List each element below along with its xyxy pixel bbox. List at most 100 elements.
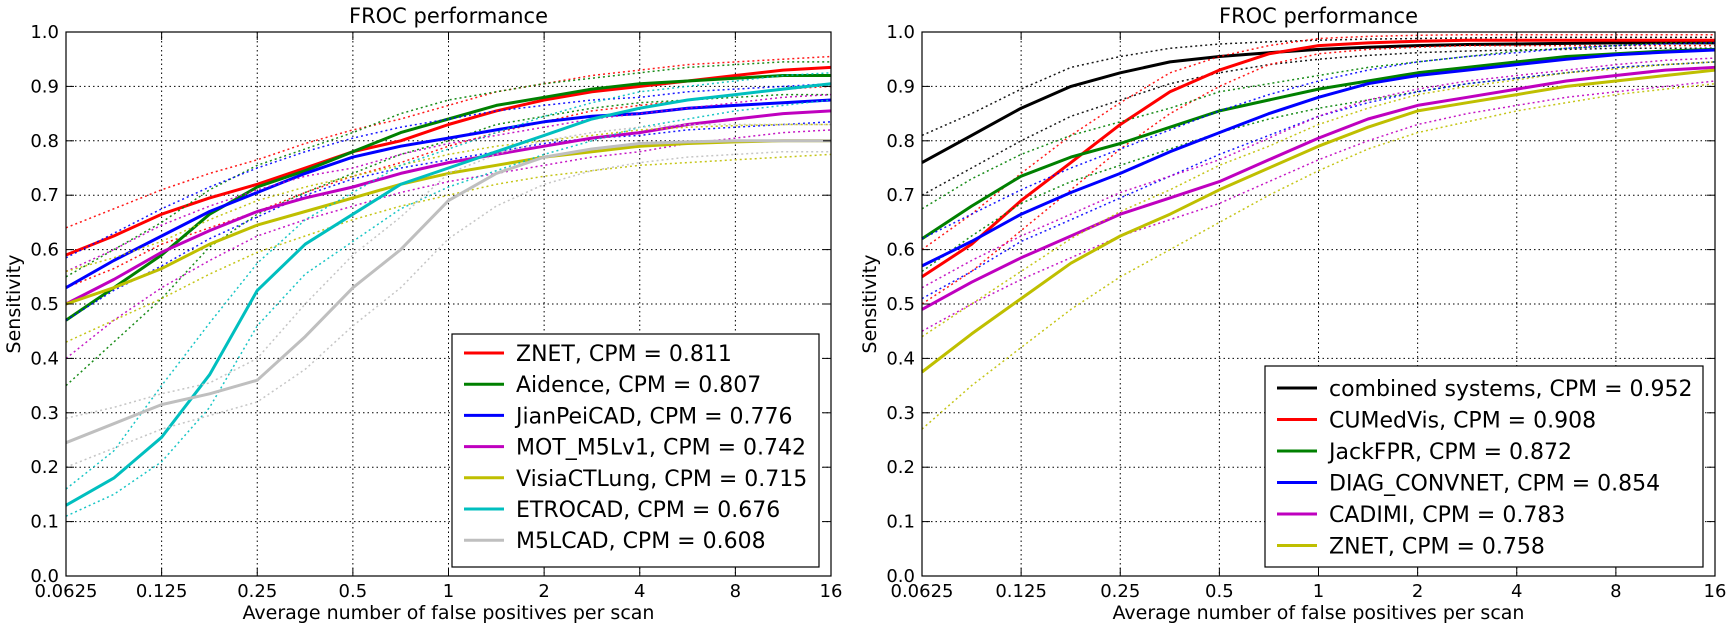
- series-line: [921, 47, 1716, 240]
- y-tick-label: 0.6: [30, 240, 59, 261]
- series-line: [65, 98, 832, 290]
- series-1: [921, 36, 1715, 196]
- series-upper-band-line: [921, 42, 1715, 210]
- legend-entry-label: JackFPR, CPM = 0.872: [1327, 440, 1572, 465]
- series-2: [65, 61, 831, 387]
- x-tick-label: 1: [443, 581, 454, 602]
- y-tick-label: 0.3: [886, 403, 915, 424]
- legend: combined systems, CPM = 0.952 CUMedVis, C…: [1264, 365, 1704, 568]
- series-line: [921, 65, 1716, 311]
- x-tick-label: 2: [1412, 581, 1423, 602]
- series-3: [65, 82, 832, 321]
- legend-entry-label: ETROCAD, CPM = 0.676: [516, 498, 780, 523]
- legend-entry-label: VisiaCTLung, CPM = 0.715: [516, 467, 807, 492]
- x-tick-label: 0.5: [339, 581, 368, 602]
- series-5: [921, 57, 1716, 332]
- y-tick-label: 0.4: [30, 348, 59, 369]
- legend-entry-label: combined systems, CPM = 0.952: [1329, 377, 1693, 402]
- series-lower-band-line: [65, 153, 832, 343]
- x-tick-label: 2: [538, 581, 549, 602]
- series-lower-band-line: [65, 93, 831, 387]
- y-tick-label: 0.6: [886, 240, 915, 261]
- legend-box: [451, 333, 820, 568]
- series-upper-band-line: [921, 61, 1716, 338]
- series-line: [921, 48, 1716, 268]
- x-tick-label: 4: [1511, 581, 1522, 602]
- right-froc-panel: 0.0625 0.125 0.25 0.5 1 2 4 8 16 0.0 0.1 0.2 0.3 0.4 0…: [859, 4, 1726, 624]
- series-upper-band-line: [65, 123, 831, 419]
- series-line: [65, 74, 831, 322]
- series-7: [65, 123, 831, 468]
- left-froc-panel: 0.0625 0.125 0.25 0.5 1 2 4 8 16 0.0 0.1 0.2 0.3 0.4 0…: [3, 4, 842, 624]
- legend-entry-label: DIAG_CONVNET, CPM = 0.854: [1329, 472, 1660, 497]
- y-tick-label: 0.0: [30, 566, 59, 587]
- x-tick-label: 0.25: [1100, 581, 1140, 602]
- y-tick-label: 0.7: [886, 185, 915, 206]
- series-line: [921, 68, 1716, 374]
- series-line: [65, 109, 832, 306]
- legend-entry-label: M5LCAD, CPM = 0.608: [516, 529, 766, 554]
- y-tick-label: 0.1: [30, 512, 59, 533]
- y-tick-label: 1.0: [886, 22, 915, 43]
- legend-entry-label: CUMedVis, CPM = 0.908: [1329, 409, 1596, 434]
- series-lower-band-line: [65, 129, 832, 359]
- series-4: [65, 93, 832, 359]
- x-tick-label: 16: [820, 581, 843, 602]
- series-6: [65, 72, 832, 517]
- series-upper-band-line: [65, 93, 832, 273]
- x-tick-label: 0.125: [995, 581, 1047, 602]
- series-upper-band-line: [65, 61, 831, 278]
- chart-title: FROC performance: [349, 4, 548, 28]
- y-tick-label: 0.8: [886, 131, 915, 152]
- x-tick-label: 0.125: [136, 581, 188, 602]
- series-upper-band-line: [921, 33, 1715, 251]
- y-tick-label: 0.2: [30, 457, 59, 478]
- y-tick-label: 0.2: [886, 457, 915, 478]
- y-tick-label: 0.4: [886, 348, 915, 369]
- series-upper-band-line: [65, 82, 832, 259]
- y-axis-title: Sensitivity: [3, 255, 25, 354]
- x-tick-label: 16: [1704, 581, 1727, 602]
- series-upper-band-line: [65, 123, 831, 273]
- x-tick-label: 0.0625: [35, 581, 98, 602]
- x-tick-label: 4: [634, 581, 645, 602]
- series-upper-band-line: [921, 36, 1715, 137]
- y-tick-label: 0.1: [886, 512, 915, 533]
- y-tick-label: 0.9: [886, 76, 915, 97]
- legend-box: [1264, 365, 1704, 568]
- legend-entry-label: MOT_M5Lv1, CPM = 0.742: [516, 436, 806, 461]
- series-lower-band-line: [921, 82, 1716, 430]
- x-tick-label: 0.5: [1205, 581, 1234, 602]
- y-tick-label: 0.8: [30, 131, 59, 152]
- x-tick-label: 8: [1610, 581, 1621, 602]
- legend: ZNET, CPM = 0.811 Aidence, CPM = 0.807 Jia…: [451, 333, 820, 568]
- series-lower-band-line: [65, 99, 832, 517]
- x-axis-title: Average number of false positives per sc…: [1113, 602, 1525, 624]
- y-tick-label: 0.5: [30, 294, 59, 315]
- series-lower-band-line: [921, 80, 1716, 332]
- legend-entry-label: JianPeiCAD, CPM = 0.776: [514, 404, 793, 429]
- series-upper-band-line: [65, 72, 832, 490]
- legend-entry-label: ZNET, CPM = 0.758: [1329, 535, 1545, 560]
- series-lower-band-line: [921, 44, 1715, 305]
- x-tick-label: 0.25: [237, 581, 277, 602]
- legend-entry-label: CADIMI, CPM = 0.783: [1329, 503, 1565, 528]
- x-axis-title: Average number of false positives per sc…: [243, 602, 655, 624]
- series-lower-band-line: [65, 150, 831, 468]
- series-lower-band-line: [65, 121, 832, 321]
- legend-entry-label: Aidence, CPM = 0.807: [516, 373, 761, 398]
- y-tick-label: 0.3: [30, 403, 59, 424]
- y-tick-label: 0.9: [30, 76, 59, 97]
- chart-title: FROC performance: [1219, 4, 1418, 28]
- x-tick-label: 1: [1313, 581, 1324, 602]
- series-upper-band-line: [65, 55, 832, 229]
- series-line: [65, 139, 831, 445]
- series-upper-band-line: [921, 42, 1716, 240]
- y-tick-label: 0.5: [886, 294, 915, 315]
- legend-entry-label: ZNET, CPM = 0.811: [516, 342, 732, 367]
- series-line: [921, 41, 1715, 164]
- y-axis-title: Sensitivity: [859, 255, 881, 354]
- series-6: [921, 61, 1716, 430]
